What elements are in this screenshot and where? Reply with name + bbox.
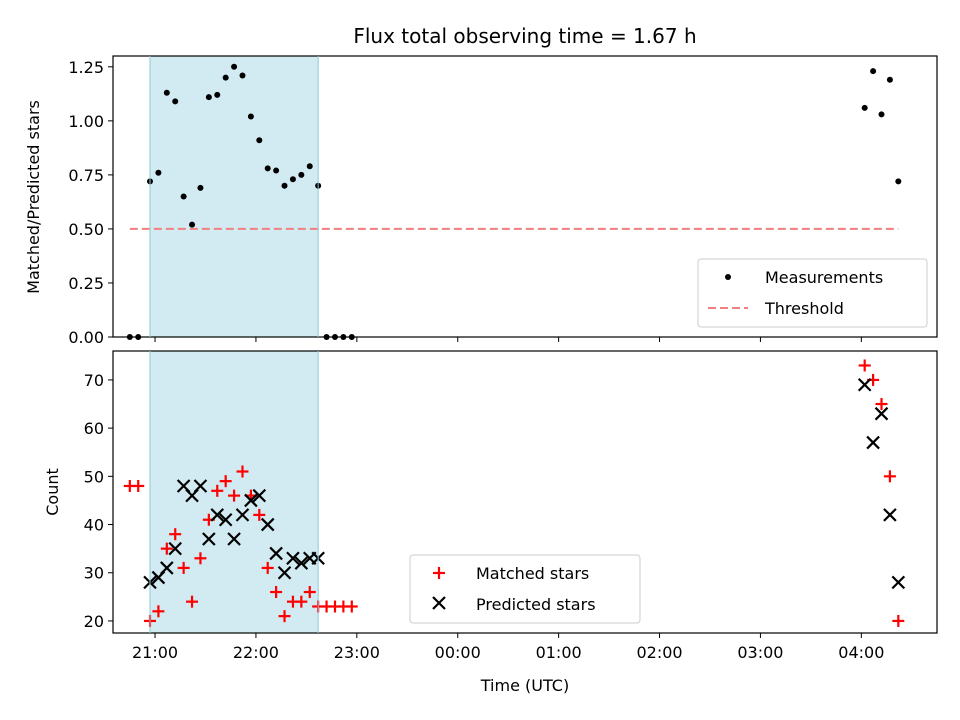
- measurement-point: [290, 176, 296, 182]
- y-tick-label: 0.50: [68, 220, 104, 239]
- bottom-legend: Matched stars Predicted stars: [410, 555, 640, 623]
- top-legend: Measurements Threshold: [698, 259, 927, 327]
- measurement-point: [887, 77, 893, 83]
- x-tick-label: 02:00: [636, 643, 682, 662]
- chart-title: Flux total observing time = 1.67 h: [353, 24, 696, 48]
- y-tick-label: 0.25: [68, 274, 104, 293]
- measurement-point: [206, 94, 212, 100]
- legend-matched-label: Matched stars: [476, 564, 589, 583]
- x-tick-label: 00:00: [435, 643, 481, 662]
- measurement-point: [189, 222, 195, 228]
- measurement-point: [239, 72, 245, 78]
- x-tick-label: 04:00: [838, 643, 884, 662]
- measurement-point: [181, 194, 187, 200]
- legend-measurements-label: Measurements: [765, 268, 883, 287]
- y-tick-label: 60: [84, 419, 104, 438]
- legend-measurements-marker: [725, 274, 731, 280]
- figure: 0.00 0.25 0.50 0.75 1.00 1.25 Flux total obse…: [0, 0, 960, 720]
- measurement-point: [172, 98, 178, 104]
- x-tick-label: 03:00: [737, 643, 783, 662]
- x-tick-label: 23:00: [334, 643, 380, 662]
- top-observing-window: [150, 56, 318, 337]
- measurement-point: [307, 163, 313, 169]
- y-tick-label: 1.25: [68, 58, 104, 77]
- measurement-point: [879, 111, 885, 117]
- measurement-point: [862, 105, 868, 111]
- legend-predicted-label: Predicted stars: [476, 595, 596, 614]
- y-tick-label: 50: [84, 467, 104, 486]
- measurement-point: [282, 183, 288, 189]
- measurement-point: [265, 165, 271, 171]
- y-tick-label: 20: [84, 612, 104, 631]
- x-tick-label: 21:00: [132, 643, 178, 662]
- measurement-point: [164, 90, 170, 96]
- bottom-y-axis-label: Count: [43, 468, 62, 516]
- measurement-point: [895, 178, 901, 184]
- measurement-point: [870, 68, 876, 74]
- measurement-point: [223, 75, 229, 81]
- x-tick-label: 22:00: [233, 643, 279, 662]
- measurement-point: [214, 92, 220, 98]
- y-tick-label: 0.75: [68, 166, 104, 185]
- measurement-point: [197, 185, 203, 191]
- x-axis-label: Time (UTC): [480, 676, 569, 695]
- y-tick-label: 40: [84, 516, 104, 535]
- measurement-point: [231, 64, 237, 70]
- measurement-point: [248, 114, 254, 120]
- measurement-point: [256, 137, 262, 143]
- y-tick-label: 0.00: [68, 328, 104, 347]
- measurement-point: [273, 168, 279, 174]
- y-tick-label: 70: [84, 371, 104, 390]
- legend-threshold-label: Threshold: [764, 299, 844, 318]
- top-y-axis-label: Matched/Predicted stars: [24, 100, 43, 294]
- y-tick-label: 1.00: [68, 112, 104, 131]
- measurement-point: [298, 172, 304, 178]
- measurement-point: [155, 170, 161, 176]
- y-tick-label: 30: [84, 564, 104, 583]
- x-tick-label: 01:00: [536, 643, 582, 662]
